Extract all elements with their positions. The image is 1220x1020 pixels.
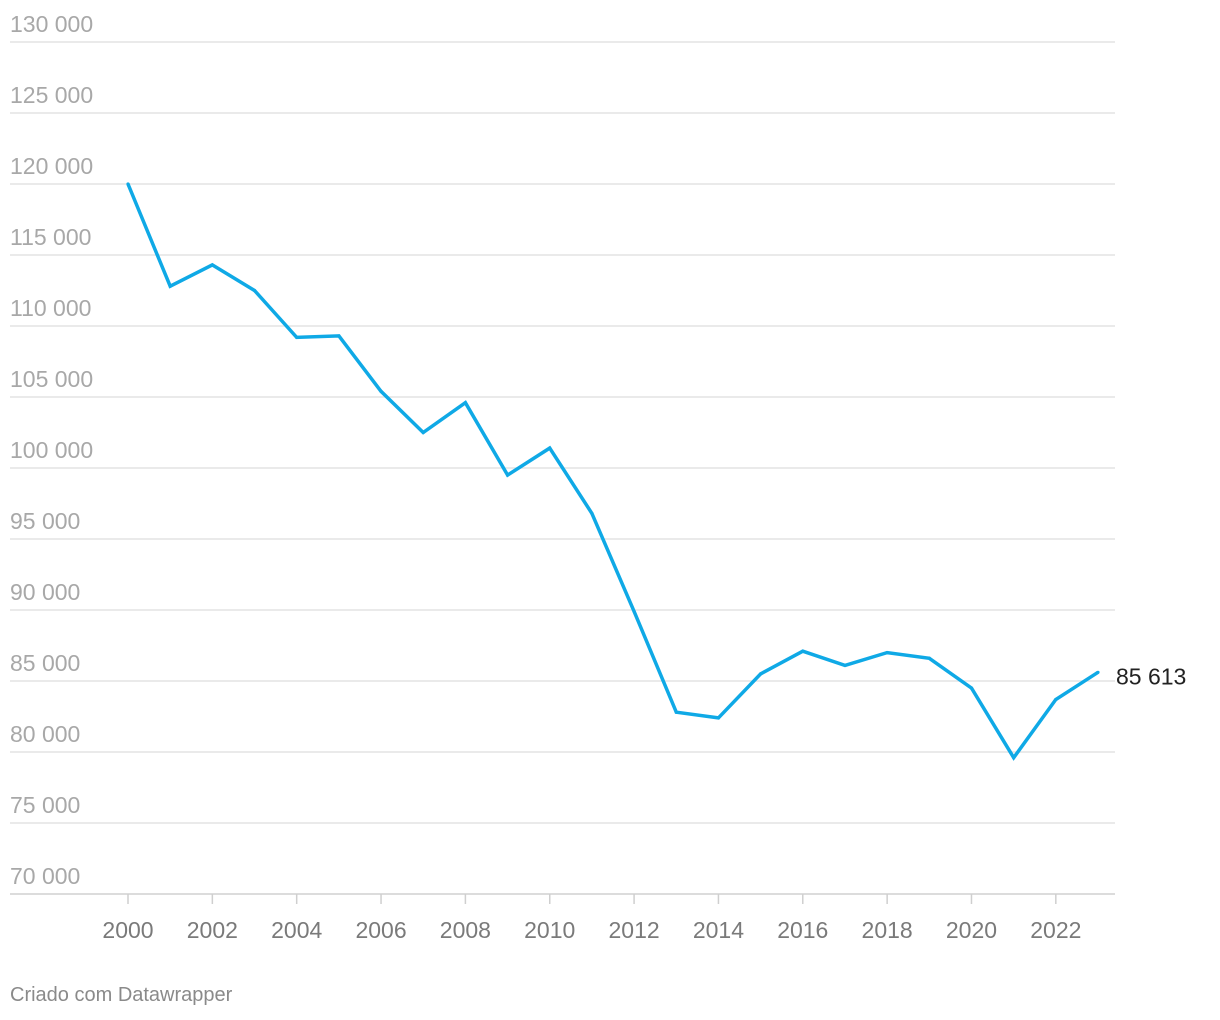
data-point	[505, 473, 510, 477]
y-tick-label: 75 000	[10, 792, 80, 818]
data-point	[632, 609, 636, 614]
data-point	[168, 284, 172, 288]
series-line	[126, 183, 1099, 761]
end-value-label: 85 613	[1116, 663, 1186, 689]
footer-credit: Criado com Datawrapper	[10, 984, 233, 1006]
y-axis-labels: 70 000 75 000 80 000 85 000 90 000 95 000 100 …	[10, 11, 93, 889]
y-tick-label: 105 000	[10, 366, 93, 392]
y-tick-label: 95 000	[10, 508, 80, 534]
data-point	[548, 446, 552, 450]
series-layer	[126, 182, 1100, 761]
x-tick-label: 2016	[777, 917, 828, 943]
x-tick-label: 2008	[440, 917, 491, 943]
data-point	[379, 389, 383, 393]
data-point	[590, 511, 594, 516]
y-tick-label: 110 000	[10, 295, 91, 321]
data-point	[1096, 670, 1100, 674]
data-point	[126, 182, 130, 186]
x-tick-label: 2004	[271, 917, 322, 943]
data-point	[716, 716, 721, 720]
data-point	[421, 430, 425, 435]
grid-lines	[10, 41, 1115, 895]
data-point	[337, 334, 341, 338]
x-axis: 2000 2002 2004 2006 2008 2010 2012 2014 2016 2018…	[102, 894, 1081, 943]
y-tick-label: 100 000	[10, 437, 93, 463]
x-tick-label: 2022	[1030, 917, 1081, 943]
data-point	[1012, 756, 1016, 760]
y-tick-label: 85 000	[10, 650, 80, 676]
y-tick-label: 130 000	[10, 11, 93, 37]
data-point	[463, 401, 467, 405]
x-tick-label: 2014	[693, 917, 744, 943]
x-tick-label: 2010	[524, 917, 575, 943]
x-tick-label: 2000	[102, 917, 153, 943]
data-point	[843, 663, 847, 667]
data-point	[759, 672, 763, 676]
x-tick-label: 2018	[862, 917, 913, 943]
y-tick-label: 80 000	[10, 721, 80, 747]
y-tick-label: 90 000	[10, 579, 80, 605]
data-point	[969, 686, 974, 690]
y-tick-label: 70 000	[10, 863, 80, 889]
data-point	[674, 710, 678, 714]
x-tick-label: 2006	[355, 917, 406, 943]
y-tick-label: 125 000	[10, 82, 93, 108]
data-point	[801, 649, 805, 653]
data-point	[927, 656, 931, 660]
y-tick-label: 120 000	[10, 153, 93, 179]
x-tick-label: 2002	[187, 917, 238, 943]
x-tick-label: 2012	[609, 917, 660, 943]
y-tick-label: 115 000	[10, 224, 91, 250]
data-point	[295, 335, 299, 339]
data-point	[252, 288, 257, 293]
data-point	[210, 263, 214, 267]
data-point	[885, 651, 889, 655]
data-point	[1054, 697, 1058, 702]
line-chart: 70 000 75 000 80 000 85 000 90 000 95 000 100 …	[10, 11, 1186, 943]
x-tick-label: 2020	[946, 917, 997, 943]
